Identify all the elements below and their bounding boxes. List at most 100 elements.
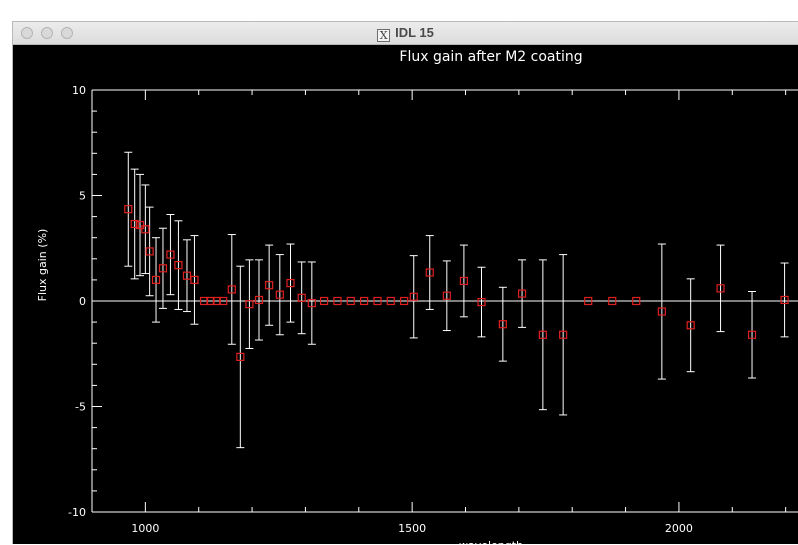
error-bar: [227, 234, 236, 345]
error-bar: [442, 260, 451, 332]
data-point-marker: [265, 281, 274, 290]
data-point-marker: [517, 289, 527, 298]
data-point-marker: [182, 271, 192, 280]
error-bars: [124, 151, 789, 449]
data-point-marker: [716, 284, 725, 293]
data-point-marker: [286, 278, 295, 288]
y-tick-label: 10: [72, 84, 86, 97]
x-tick-label: 2000: [665, 522, 693, 535]
plot-ticks: -10 -5 0 5 10 1000 1500 2000: [68, 84, 787, 535]
data-point-marker: [559, 330, 568, 339]
data-point-marker: [151, 275, 161, 284]
plot-axes: [91, 89, 798, 513]
error-bar: [559, 254, 568, 416]
error-bar: [275, 254, 284, 336]
data-point-marker: [657, 307, 666, 316]
error-bar: [152, 237, 161, 323]
x-tick-label: 1500: [398, 522, 426, 535]
y-tick-label: -5: [75, 401, 86, 414]
error-bar: [780, 262, 789, 338]
error-bar: [716, 244, 725, 333]
data-point-marker: [360, 296, 369, 306]
data-point-marker: [373, 296, 382, 306]
data-point-marker: [245, 300, 254, 309]
data-point-marker: [346, 296, 355, 306]
error-bar: [307, 261, 316, 345]
error-bar: [425, 235, 434, 310]
data-point-marker: [174, 261, 183, 270]
y-axis-label: Flux gain (%): [36, 229, 49, 302]
window-title: IDL 15: [395, 25, 434, 40]
data-point-marker: [538, 330, 547, 339]
error-bar: [686, 278, 695, 373]
window-titlebar[interactable]: X IDL 15: [13, 22, 798, 45]
flux-gain-plot: Flux gain after M2 coating Flux gain (%)…: [36, 49, 798, 545]
data-point-marker: [297, 293, 306, 302]
close-window-button[interactable]: [21, 27, 33, 39]
window-title-group: X IDL 15: [13, 25, 798, 42]
error-bar: [477, 266, 486, 338]
data-point-marker: [275, 290, 284, 299]
error-bar: [166, 213, 175, 296]
error-bar: [236, 265, 245, 449]
error-bar: [409, 255, 418, 339]
error-bar: [182, 239, 191, 313]
data-point-marker: [190, 275, 199, 284]
error-bar: [136, 173, 145, 277]
minimize-window-button[interactable]: [41, 27, 53, 39]
y-tick-label: 0: [79, 295, 86, 308]
data-point-marker: [386, 296, 395, 306]
data-point-marker: [498, 320, 507, 329]
x11-icon: X: [377, 29, 391, 42]
error-bar: [190, 235, 199, 325]
y-tick-label: -10: [68, 506, 86, 519]
data-point-marker: [747, 330, 757, 339]
data-point-marker: [584, 296, 593, 306]
error-bar: [518, 259, 527, 328]
error-bar: [297, 261, 306, 335]
data-point-marker: [227, 285, 236, 294]
chart-title: Flux gain after M2 coating: [399, 49, 582, 65]
data-point-marker: [400, 296, 409, 306]
data-point-marker: [158, 264, 168, 273]
error-bar: [286, 243, 295, 323]
error-bar: [245, 259, 254, 349]
data-point-marker: [307, 299, 316, 308]
data-point-marker: [409, 292, 418, 301]
error-bar: [124, 151, 133, 267]
data-point-marker: [166, 250, 175, 259]
error-bar: [538, 259, 547, 411]
data-point-marker: [145, 247, 154, 256]
x-axis-label: wavelength: [459, 539, 523, 545]
data-point-marker: [686, 321, 695, 330]
error-bar: [459, 244, 468, 318]
data-point-marker: [459, 276, 468, 286]
data-point-marker: [130, 219, 139, 229]
data-point-marker: [780, 295, 789, 305]
error-bar: [498, 286, 507, 362]
y-tick-label: 5: [79, 190, 86, 203]
error-bar: [748, 291, 757, 379]
error-bar: [145, 206, 154, 297]
data-point-marker: [236, 352, 245, 362]
data-point-marker: [320, 296, 329, 306]
data-point-marker: [135, 220, 145, 230]
data-point-marker: [442, 291, 451, 300]
data-point-marker: [219, 296, 228, 306]
data-point-marker: [124, 205, 133, 214]
error-bar: [174, 220, 183, 310]
error-bar: [255, 259, 264, 341]
data-point-marker: [141, 225, 150, 234]
error-bar: [158, 227, 167, 309]
error-bar: [141, 184, 150, 275]
error-bar: [265, 244, 274, 326]
data-point-marker: [608, 296, 617, 306]
zoom-window-button[interactable]: [61, 27, 73, 39]
data-point-marker: [333, 296, 342, 306]
error-bar: [657, 243, 666, 380]
idl-window: X IDL 15 Flux gain after M2 coating Flux …: [12, 21, 798, 545]
x-tick-label: 1000: [131, 522, 159, 535]
data-markers: [124, 205, 789, 362]
data-point-marker: [254, 295, 264, 305]
error-bar: [130, 168, 139, 280]
